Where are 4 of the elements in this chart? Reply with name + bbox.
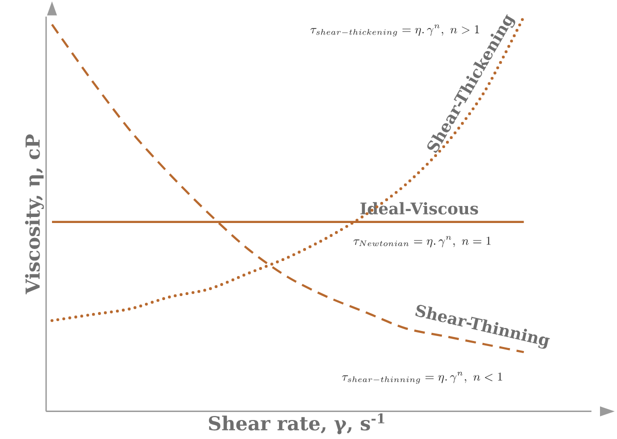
annotation: $\tau_{Newtonian} = \eta.\,\gamma^{n},\ n = 1$ — [353, 236, 491, 248]
y-axis-title: Viscosity, η, cP — [25, 134, 44, 294]
annotation: $\tau_{shear-thinning} = \eta.\,\gamma^{n},\ n < 1$ — [342, 372, 502, 384]
x-axis-title: Shear rate, γ, s$^{-1}$ — [208, 413, 384, 434]
